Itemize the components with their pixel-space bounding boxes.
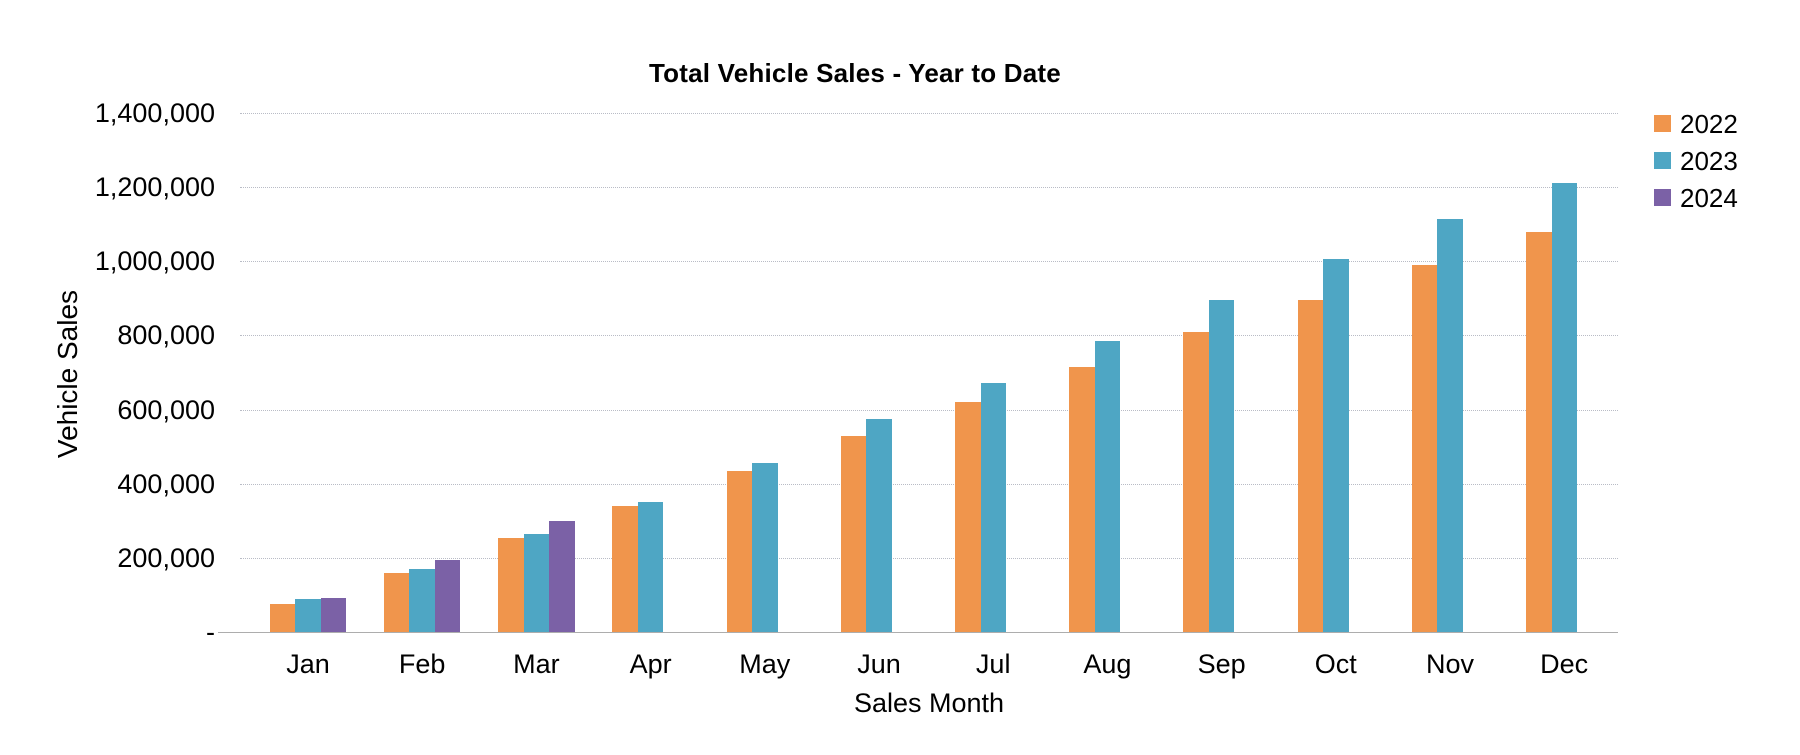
x-tick-label-jul: Jul [975, 649, 1011, 679]
gridline [240, 187, 1618, 189]
bar-2022-jun [840, 435, 867, 632]
bar-2023-jan [295, 599, 321, 632]
bar-2023-dec [1551, 182, 1577, 632]
legend-row-2022: 2022 [1654, 105, 1738, 142]
x-axis-line [218, 632, 1618, 633]
y-tick-label: 600,000 [117, 394, 215, 425]
x-tick-label-apr: Apr [629, 649, 672, 679]
bar-2022-dec [1526, 231, 1552, 632]
bar-2022-jul [955, 402, 981, 632]
bar-2022-mar [498, 537, 524, 632]
bar-2023-sep [1208, 300, 1235, 632]
bar-2024-jan [320, 597, 347, 632]
x-tick-label-feb: Feb [398, 649, 446, 679]
legend-row-2024: 2024 [1654, 179, 1738, 216]
bar-2022-oct [1297, 300, 1323, 632]
bar-2024-feb [434, 559, 461, 632]
bar-2022-feb [383, 572, 410, 632]
bar-2022-nov [1411, 265, 1438, 632]
x-axis-title: Sales Month [853, 688, 1005, 718]
legend: 2022 2023 2024 [1654, 105, 1738, 216]
gridline [240, 409, 1618, 411]
gridline [240, 557, 1618, 559]
x-tick-label-mar: Mar [513, 649, 560, 679]
bar-2023-feb [409, 569, 435, 632]
legend-swatch-icon [1654, 189, 1671, 206]
legend-label: 2023 [1680, 145, 1738, 176]
bar-2022-may [726, 470, 752, 632]
bar-2023-jun [866, 418, 892, 632]
y-tick-label: 200,000 [117, 542, 215, 573]
y-tick-label: 1,000,000 [94, 246, 215, 277]
bar-2022-jan [269, 604, 296, 632]
legend-swatch-icon [1654, 115, 1671, 132]
bar-2022-sep [1183, 331, 1209, 632]
y-tick-label: 1,200,000 [94, 172, 215, 203]
bar-2023-nov [1437, 218, 1463, 632]
y-tick-label: 1,400,000 [94, 98, 215, 128]
gridline [240, 335, 1618, 337]
y-tick-label: 400,000 [117, 468, 215, 499]
bar-2023-may [752, 463, 778, 632]
gridline [240, 261, 1618, 263]
bar-2023-oct [1323, 259, 1349, 632]
bar-2022-aug [1069, 366, 1095, 632]
legend-label: 2022 [1680, 108, 1738, 139]
bar-2023-jul [980, 382, 1006, 632]
bar-2023-mar [523, 533, 550, 632]
legend-swatch-icon [1654, 152, 1671, 169]
y-tick-label: 800,000 [117, 320, 215, 351]
x-tick-label-aug: Aug [1083, 649, 1132, 679]
gridline [240, 113, 1618, 114]
x-tick-label-nov: Nov [1425, 649, 1474, 679]
x-tick-label-sep: Sep [1197, 649, 1246, 679]
bar-2023-aug [1094, 341, 1121, 632]
bar-2024-mar [549, 520, 575, 632]
x-tick-label-may: May [739, 649, 791, 679]
chart-title: Total Vehicle Sales - Year to Date [649, 58, 1061, 88]
x-tick-label-oct: Oct [1314, 649, 1357, 679]
x-tick-label-jan: Jan [286, 649, 330, 679]
bar-2022-apr [612, 506, 638, 632]
gridline [240, 483, 1618, 485]
x-tick-label-jun: Jun [857, 649, 901, 679]
x-tick-label-dec: Dec [1540, 649, 1589, 679]
legend-label: 2024 [1680, 182, 1738, 213]
bar-2023-apr [637, 502, 664, 633]
legend-row-2023: 2023 [1654, 142, 1738, 179]
y-tick-label: - [206, 617, 215, 647]
y-axis-title: Vehicle Sales [52, 289, 83, 459]
